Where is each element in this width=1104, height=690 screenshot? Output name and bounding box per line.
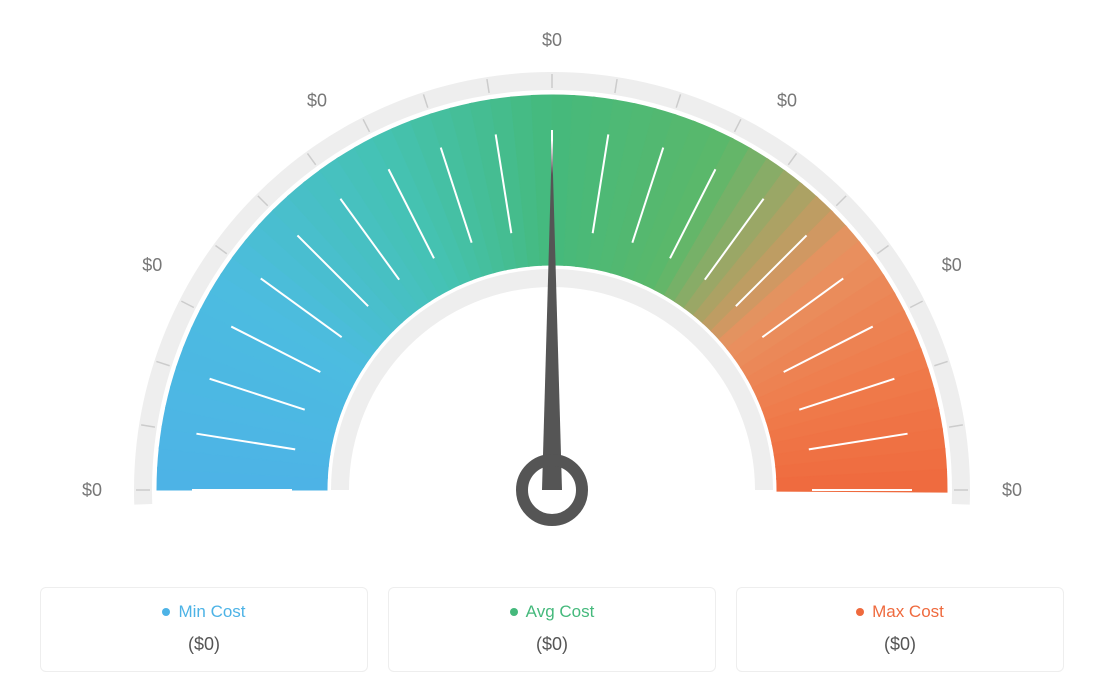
legend-dot-avg <box>510 608 518 616</box>
legend-value-avg: ($0) <box>389 634 715 655</box>
legend-card-avg: Avg Cost ($0) <box>388 587 716 672</box>
legend-text-min: Min Cost <box>178 602 245 622</box>
legend-card-min: Min Cost ($0) <box>40 587 368 672</box>
svg-text:$0: $0 <box>777 90 797 110</box>
legend-dot-max <box>856 608 864 616</box>
legend-row: Min Cost ($0) Avg Cost ($0) Max Cost ($0… <box>40 587 1064 672</box>
svg-text:$0: $0 <box>942 255 962 275</box>
gauge-area: $0 $0 $0 $0 $0 $0 $0 <box>0 0 1104 560</box>
legend-value-min: ($0) <box>41 634 367 655</box>
legend-text-max: Max Cost <box>872 602 944 622</box>
svg-text:$0: $0 <box>82 480 102 500</box>
legend-text-avg: Avg Cost <box>526 602 595 622</box>
svg-text:$0: $0 <box>1002 480 1022 500</box>
legend-dot-min <box>162 608 170 616</box>
svg-text:$0: $0 <box>142 255 162 275</box>
legend-label-avg: Avg Cost <box>389 602 715 622</box>
svg-text:$0: $0 <box>542 30 562 50</box>
legend-value-max: ($0) <box>737 634 1063 655</box>
legend-card-max: Max Cost ($0) <box>736 587 1064 672</box>
legend-label-min: Min Cost <box>41 602 367 622</box>
gauge-svg: $0 $0 $0 $0 $0 $0 $0 <box>0 0 1104 560</box>
gauge-chart-container: $0 $0 $0 $0 $0 $0 $0 Min Cost ($0) Avg Cost ($… <box>0 0 1104 690</box>
svg-text:$0: $0 <box>307 90 327 110</box>
legend-label-max: Max Cost <box>737 602 1063 622</box>
